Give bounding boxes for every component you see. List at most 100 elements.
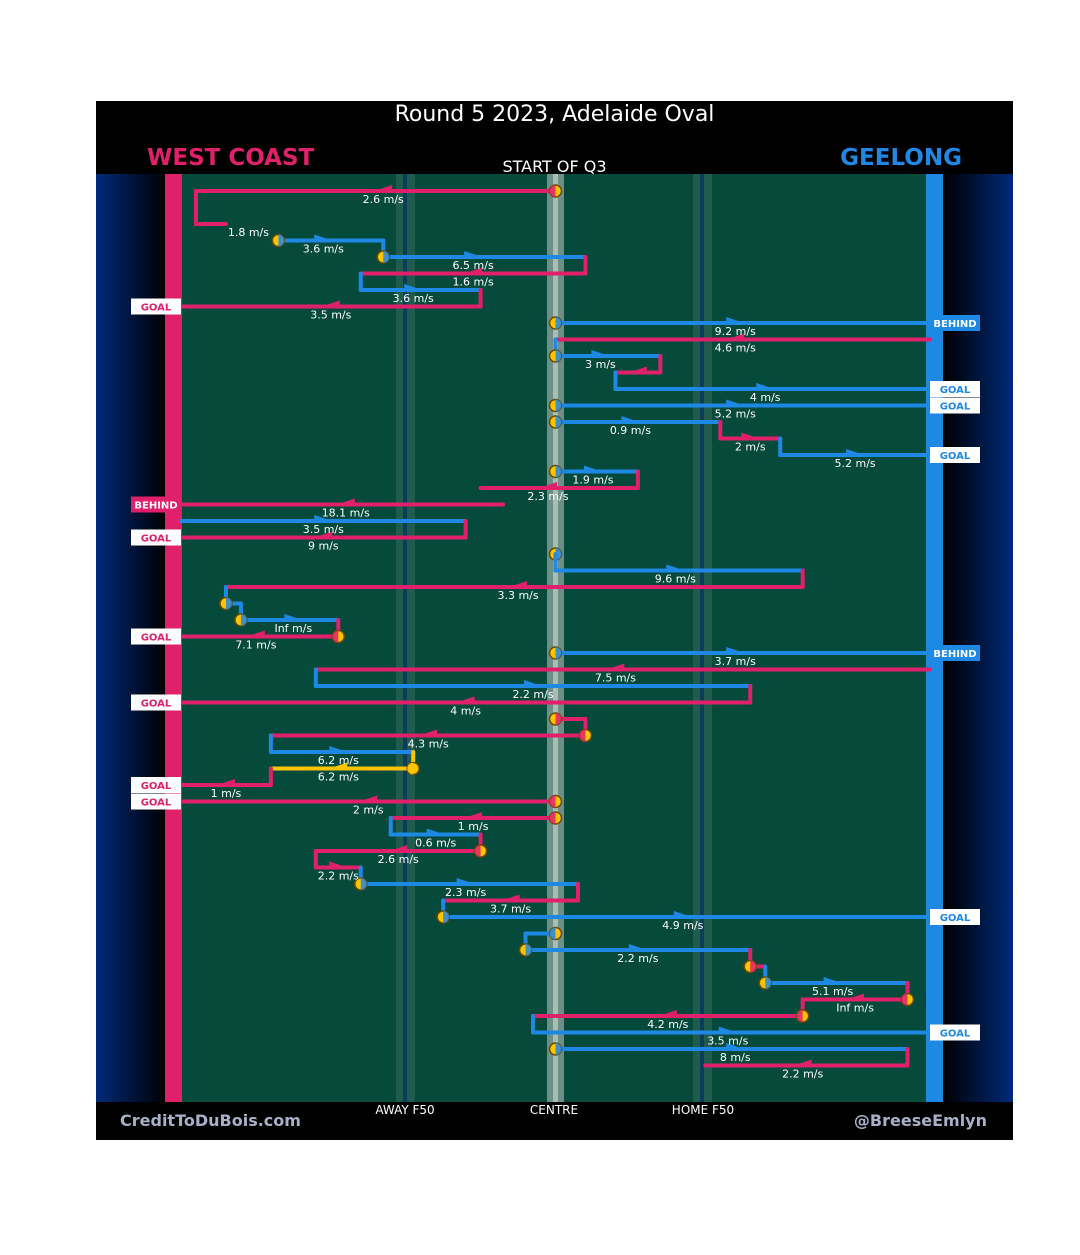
score-tag — [131, 777, 181, 793]
speed-label: 3.6 m/s — [393, 292, 434, 305]
direction-arrow — [314, 234, 333, 243]
score-tag-label: GOAL — [141, 534, 172, 545]
chain-segment — [376, 238, 588, 264]
chain-segment — [388, 811, 563, 825]
score-tag-label: GOAL — [940, 913, 971, 924]
direction-arrow — [621, 416, 640, 424]
speed-label: 18.1 m/s — [322, 507, 370, 520]
score-tag — [131, 628, 181, 645]
speed-label: 2.6 m/s — [378, 853, 419, 866]
speed-label: 5.2 m/s — [715, 408, 756, 421]
chain-segment — [613, 354, 663, 375]
chain-segment: GOAL — [531, 1014, 980, 1041]
speed-label: 0.6 m/s — [415, 837, 456, 850]
direction-arrow — [329, 746, 348, 754]
chain-segment — [718, 420, 783, 441]
direction-arrow — [501, 894, 520, 903]
score-tag — [131, 496, 181, 513]
chain-segment — [193, 189, 228, 226]
speed-label: 3.6 m/s — [303, 243, 344, 256]
chain-segment — [193, 184, 563, 198]
speed-label: Inf m/s — [836, 1002, 874, 1015]
direction-arrow — [628, 366, 647, 375]
direction-arrow — [726, 333, 745, 342]
speed-label: 3 m/s — [585, 358, 616, 371]
direction-arrow — [336, 498, 355, 507]
possession-start-half — [555, 465, 562, 478]
speed-label: 2 m/s — [353, 804, 384, 817]
score-tag-label: GOAL — [940, 402, 971, 413]
speed-label: 2.2 m/s — [782, 1068, 823, 1081]
score-tag-label: GOAL — [141, 781, 172, 792]
direction-arrow — [419, 729, 438, 738]
direction-arrow — [329, 762, 348, 771]
speed-label: 2.6 m/s — [363, 193, 404, 206]
score-tag — [930, 1024, 980, 1041]
chain-segment — [313, 663, 932, 672]
direction-arrow — [329, 861, 348, 870]
possession-start-half — [750, 960, 757, 973]
chain-segment — [743, 948, 768, 974]
direction-arrow — [741, 432, 760, 441]
centre-line — [553, 174, 558, 1102]
speed-label: 9.6 m/s — [655, 573, 696, 586]
chain-segment — [313, 667, 753, 688]
chain-segment — [478, 469, 640, 490]
possession-start-half — [555, 647, 562, 659]
speed-label: 2.2 m/s — [617, 952, 658, 965]
score-tag — [131, 694, 181, 711]
speed-label: 5.1 m/s — [812, 985, 853, 998]
home-f50-line — [700, 174, 704, 1102]
chain-segment — [234, 601, 341, 627]
speed-label: 3.3 m/s — [497, 589, 538, 602]
chain-segment: BEHIND — [131, 496, 506, 513]
speed-label: 2.2 m/s — [512, 688, 553, 701]
speed-label: 4.3 m/s — [408, 738, 449, 751]
direction-arrow — [321, 300, 340, 309]
speed-label: 3.7 m/s — [715, 655, 756, 668]
direction-arrow — [314, 531, 333, 540]
score-tag-label: GOAL — [141, 798, 172, 809]
chain-segment: GOAL — [436, 898, 980, 925]
score-tag-label: GOAL — [940, 451, 971, 462]
speed-label: 1.9 m/s — [572, 474, 613, 487]
possession-start-half — [474, 845, 481, 857]
chain-segment: GOAL — [131, 288, 483, 315]
possession-start-half — [225, 597, 232, 610]
chain-segment — [553, 333, 932, 342]
direction-arrow — [666, 564, 685, 573]
score-tag — [131, 793, 181, 810]
chain-segment: GOAL — [131, 519, 468, 546]
direction-arrow — [539, 482, 558, 490]
geelong-goal-bar — [926, 174, 943, 1102]
zone-label-home-f50: HOME F50 — [671, 1103, 735, 1117]
direction-arrow — [628, 944, 647, 952]
chain-segment: GOAL — [131, 793, 563, 810]
direction-arrow — [846, 449, 865, 457]
speed-label: 4.9 m/s — [662, 919, 703, 932]
possession-start-half — [278, 234, 285, 247]
possession-start-half — [383, 251, 390, 263]
chain-segment — [313, 832, 488, 858]
direction-arrow — [216, 779, 235, 787]
zone-label-centre: CENTRE — [529, 1103, 579, 1117]
score-tag — [930, 645, 980, 661]
possession-start-half — [407, 762, 414, 775]
direction-arrow — [374, 185, 393, 193]
score-tag — [930, 381, 980, 397]
possession-start-half — [549, 812, 556, 824]
chart-frame: GOAL BEHIND GOAL GOAL GOAL BEHIND GOAL GOAL BEHI… — [96, 101, 1013, 1140]
score-tag — [930, 909, 980, 925]
direction-arrow — [673, 911, 692, 919]
score-tag-label: BEHIND — [933, 649, 976, 660]
possession-start-half — [555, 317, 562, 329]
speed-label: 7.5 m/s — [595, 672, 636, 685]
chain-segment: GOAL — [613, 370, 980, 397]
quarter-label: START OF Q3 — [502, 157, 607, 176]
speed-label: 4.2 m/s — [647, 1018, 688, 1031]
direction-arrow — [246, 630, 265, 639]
away-f50-line — [403, 174, 407, 1102]
direction-arrow — [464, 267, 483, 276]
speed-label: 2.2 m/s — [318, 870, 359, 883]
possession-start-half — [525, 944, 532, 956]
